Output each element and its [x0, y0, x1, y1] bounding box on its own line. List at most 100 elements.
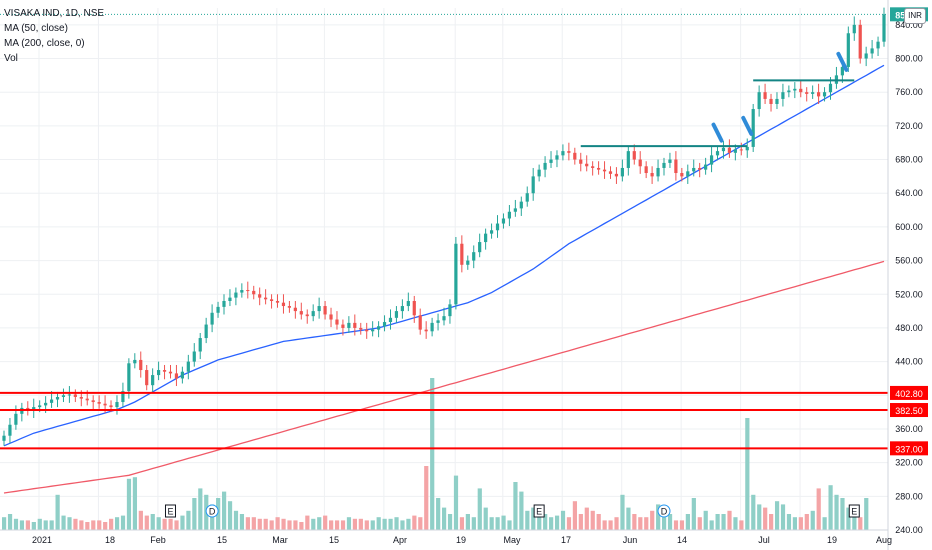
- legend-vol[interactable]: Vol: [4, 53, 18, 64]
- candle-body: [400, 306, 404, 312]
- volume-bar: [233, 510, 239, 530]
- candle-body: [585, 163, 589, 167]
- x-tick-label: Feb: [150, 535, 166, 545]
- volume-bar: [150, 514, 155, 530]
- volume-bar: [578, 514, 583, 530]
- volume-bar: [132, 477, 138, 530]
- volume-bar: [436, 498, 441, 530]
- y-tick-label: 520.00: [895, 289, 923, 299]
- y-tick-label: 600.00: [895, 222, 923, 232]
- volume-bar: [596, 514, 601, 530]
- level-label-box: [890, 441, 928, 456]
- volume-bar: [293, 520, 298, 530]
- candle-body: [311, 311, 315, 317]
- volume-bar: [144, 515, 149, 530]
- candle-body: [186, 361, 190, 372]
- candle-body: [680, 173, 684, 177]
- candle-body: [174, 373, 179, 379]
- volume-bar: [733, 517, 738, 530]
- candle-body: [484, 233, 488, 243]
- x-tick-label: Apr: [393, 535, 407, 545]
- event-label: E: [167, 507, 173, 517]
- legend-ma200[interactable]: MA (200, close, 0): [4, 38, 85, 49]
- volume-bar: [572, 501, 578, 530]
- horizontal-levels[interactable]: 402.80 382.50 337.00: [0, 385, 928, 456]
- volume-bar: [269, 520, 274, 530]
- volume-bar: [323, 515, 328, 530]
- volume-bar: [471, 517, 476, 530]
- volume-bar: [501, 515, 506, 530]
- candle-body: [662, 162, 666, 168]
- volume-bar: [352, 518, 358, 530]
- grid: [0, 8, 888, 531]
- candle-body: [763, 92, 767, 99]
- volume-bar: [763, 507, 768, 530]
- volume-bar: [483, 507, 488, 530]
- y-tick-label: 680.00: [895, 155, 923, 165]
- candle-body: [519, 201, 523, 209]
- volume-bar: [49, 520, 54, 530]
- candle-body: [864, 53, 868, 59]
- x-tick-label: 19: [456, 535, 466, 545]
- symbol-title[interactable]: VISAKA IND, 1D, NSE: [4, 8, 105, 19]
- chart-legend: VISAKA IND, 1D, NSE MA (50, close) MA (2…: [4, 6, 104, 66]
- candle-body: [121, 391, 125, 403]
- candle-body: [252, 290, 256, 295]
- volume-bar: [554, 515, 560, 530]
- candle-body: [513, 208, 517, 212]
- candle-body: [91, 400, 95, 403]
- candle-body: [472, 252, 476, 261]
- candle-body: [97, 402, 101, 404]
- volume-bar: [537, 507, 542, 530]
- x-tick-label: Mar: [272, 535, 288, 545]
- volume-bar: [816, 488, 821, 530]
- candle-body: [709, 155, 714, 165]
- volume-bar: [275, 517, 280, 530]
- volume-bar: [834, 494, 839, 530]
- volume-bar: [222, 491, 227, 530]
- y-tick-label: 320.00: [895, 458, 923, 468]
- x-tick-label: 14: [677, 535, 687, 545]
- pencil-icon: [836, 51, 849, 72]
- volume-bar: [394, 517, 399, 530]
- candle-body: [650, 173, 654, 177]
- y-tick-label: 360.00: [895, 424, 923, 434]
- ma200-line: [3, 260, 885, 494]
- x-tick-label: Jun: [623, 535, 638, 545]
- volume-bar: [703, 510, 708, 530]
- volume-bar: [186, 510, 191, 530]
- legend-ma50[interactable]: MA (50, close): [4, 23, 68, 34]
- time-axis[interactable]: 2021 18 Feb 15 Mar 15 Apr 19 May 17 Jun 14 Jul 19 Aug: [0, 529, 892, 545]
- currency-badge[interactable]: INR: [904, 8, 926, 24]
- candle-body: [376, 326, 381, 330]
- volume-bar: [281, 518, 286, 530]
- candle-body: [840, 66, 844, 76]
- candle-body: [460, 243, 464, 265]
- volume-bar: [673, 520, 679, 530]
- volume-bar: [103, 522, 108, 530]
- volume-bar: [376, 517, 381, 530]
- volume-bar: [114, 517, 120, 530]
- event-label: D: [209, 507, 216, 517]
- candle-body: [466, 260, 470, 265]
- volume-bar: [846, 507, 851, 530]
- candle-body: [525, 193, 529, 202]
- candle-body: [787, 90, 791, 93]
- candle-body: [73, 394, 77, 397]
- candle-body: [371, 329, 375, 332]
- candle-body: [727, 147, 732, 153]
- volume-bar: [602, 520, 607, 530]
- candle-body: [323, 306, 327, 315]
- volume-bar: [804, 514, 809, 530]
- candle-body: [811, 92, 815, 94]
- trend-lines[interactable]: [580, 79, 855, 148]
- volume-bar: [549, 517, 554, 530]
- candle-body: [715, 151, 720, 156]
- candle-body: [234, 292, 238, 298]
- volume-bar: [662, 517, 667, 530]
- volume-bar: [138, 510, 143, 530]
- candle-body: [507, 211, 512, 219]
